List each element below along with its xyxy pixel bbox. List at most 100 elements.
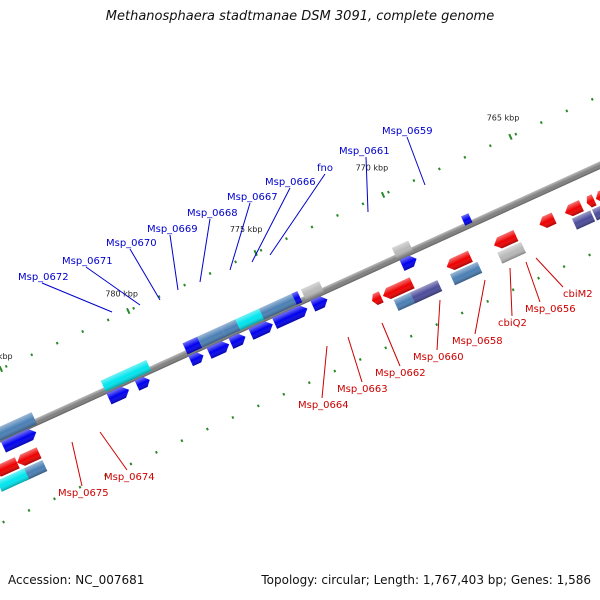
gene-label[interactable]: Msp_0664 [298, 400, 349, 411]
minor-tick [384, 346, 388, 350]
gene-label[interactable]: Msp_0672 [18, 272, 69, 283]
minor-tick [78, 485, 82, 489]
scale-tick [0, 365, 4, 373]
gene-glyph-shading [586, 194, 597, 208]
minor-tick [104, 474, 107, 478]
gene-label[interactable]: Msp_0668 [187, 208, 238, 219]
minor-tick [30, 353, 34, 357]
gene-glyph-shading [272, 305, 308, 329]
minor-tick [157, 295, 161, 299]
scale-tick-label: 770 kbp [356, 163, 389, 172]
minor-tick [336, 213, 339, 217]
gene-glyph-shading [106, 386, 130, 405]
gene-glyph-shading [571, 210, 596, 230]
gene-label[interactable]: Msp_0659 [382, 126, 433, 137]
gene-label[interactable]: cbiM2 [563, 289, 593, 300]
minor-tick [463, 155, 467, 159]
scale-tick [380, 191, 386, 199]
gene-glyph-shading [591, 200, 600, 221]
gene-leader-line [71, 441, 83, 487]
gene-leader-line [229, 202, 251, 271]
minor-tick [307, 381, 311, 385]
gene-label[interactable]: Msp_0660 [413, 352, 464, 363]
minor-tick [358, 357, 362, 361]
gene-glyph-shading [372, 291, 384, 306]
minor-tick [256, 404, 260, 408]
gene-label[interactable]: cbiQ2 [498, 318, 527, 329]
scale-tick [126, 307, 131, 315]
gene-leader-line [436, 299, 441, 351]
gene-glyph-shading [450, 261, 483, 286]
minor-tick [53, 497, 56, 501]
scale-tick-label: 780 kbp [105, 289, 138, 298]
minor-tick [205, 427, 209, 431]
minor-tick [486, 299, 490, 303]
gene-glyph-shading [461, 213, 473, 226]
gene-glyph-shading [197, 325, 226, 348]
minor-tick [488, 144, 492, 148]
minor-tick [412, 179, 416, 183]
scale-tick [253, 249, 258, 257]
gene-label[interactable]: Msp_0674 [104, 472, 155, 483]
minor-tick [183, 283, 187, 287]
minor-tick [435, 323, 439, 327]
gene-leader-line [251, 187, 291, 263]
minor-tick [129, 462, 133, 466]
gene-leader-line [347, 336, 363, 383]
map-strip [0, 97, 600, 524]
minor-tick [180, 439, 184, 443]
gene-leader-line [321, 345, 328, 399]
map-title: Methanosphaera stadtmanae DSM 3091, comp… [105, 9, 495, 24]
gene-glyph-shading [300, 281, 325, 301]
gene-glyph-shading [0, 412, 37, 441]
gene-label[interactable]: Msp_0669 [147, 224, 198, 235]
gene-glyph-shading [17, 447, 42, 466]
gene-label[interactable]: Msp_0661 [339, 146, 390, 157]
gene-glyph-shading [100, 365, 139, 392]
gene-leader-line [509, 267, 513, 317]
gene-label[interactable]: Msp_0666 [265, 177, 316, 188]
gene-label[interactable]: Msp_0663 [337, 384, 388, 395]
gene-glyph-shading [446, 250, 473, 270]
minor-tick [2, 520, 5, 524]
gene-glyph-shading [220, 319, 241, 337]
gene-glyph-shading [310, 296, 328, 312]
gene-glyph-shading [291, 291, 303, 305]
minor-tick [511, 288, 515, 292]
gene-glyph-shading [134, 376, 150, 391]
gene-glyph-shading [0, 468, 30, 492]
scale-tick-label: 775 kbp [230, 225, 263, 234]
minor-tick [361, 202, 365, 206]
gene-glyph-shading [248, 321, 273, 340]
accession-label: Accession: NC_007681 [8, 573, 145, 587]
gene-glyph-shading [409, 280, 443, 304]
minor-tick [537, 276, 541, 280]
gene-label[interactable]: fno [317, 163, 333, 174]
gene-label[interactable]: Msp_0662 [375, 368, 426, 379]
gene-leader-line [381, 322, 401, 367]
minor-tick [132, 306, 136, 310]
gene-glyph-shading [564, 200, 584, 217]
gene-label[interactable]: Msp_0671 [62, 256, 113, 267]
minor-tick [514, 132, 518, 136]
minor-tick [81, 329, 85, 334]
gene-glyph-shading [259, 291, 301, 320]
minor-tick [409, 334, 413, 338]
gene-glyph-shading [182, 336, 203, 355]
gene-label[interactable]: Msp_0675 [58, 488, 109, 499]
gene-glyph-shading [383, 277, 415, 300]
minor-tick [259, 248, 263, 252]
gene-label[interactable]: Msp_0656 [525, 304, 576, 315]
gene-glyph-shading [129, 360, 152, 379]
gene-leader-line [41, 282, 113, 313]
gene-label[interactable]: Msp_0670 [106, 238, 157, 249]
gene-label[interactable]: Msp_0658 [452, 336, 503, 347]
gene-label[interactable]: Msp_0667 [227, 192, 278, 203]
minor-tick [539, 120, 543, 125]
gene-leader-line [199, 218, 211, 283]
gene-leader-line [406, 136, 426, 186]
minor-tick [234, 260, 237, 264]
minor-tick [310, 225, 314, 229]
gene-leader-line [365, 156, 369, 213]
